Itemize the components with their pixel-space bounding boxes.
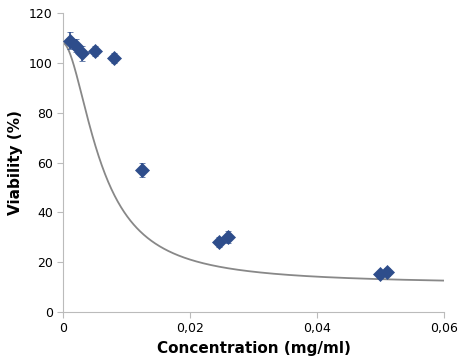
X-axis label: Concentration (mg/ml): Concentration (mg/ml) (157, 341, 350, 356)
Y-axis label: Viability (%): Viability (%) (8, 110, 23, 215)
